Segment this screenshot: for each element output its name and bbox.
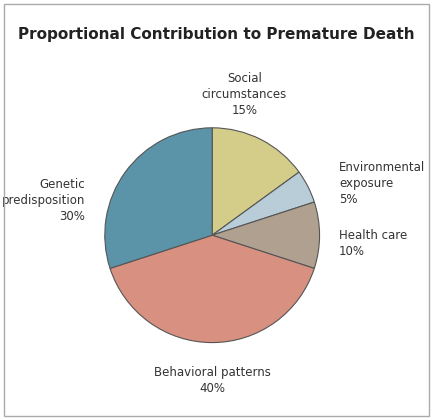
Wedge shape: [110, 235, 314, 343]
Text: Health care
10%: Health care 10%: [339, 229, 407, 258]
Text: Proportional Contribution to Premature Death: Proportional Contribution to Premature D…: [18, 27, 415, 42]
Wedge shape: [212, 202, 320, 268]
Text: Behavioral patterns
40%: Behavioral patterns 40%: [154, 366, 271, 395]
Text: Genetic
predisposition
30%: Genetic predisposition 30%: [2, 178, 85, 223]
Wedge shape: [105, 128, 212, 268]
Wedge shape: [212, 172, 314, 235]
Text: Environmental
exposure
5%: Environmental exposure 5%: [339, 161, 425, 206]
Text: Social
circumstances
15%: Social circumstances 15%: [202, 72, 287, 117]
Wedge shape: [212, 128, 299, 235]
